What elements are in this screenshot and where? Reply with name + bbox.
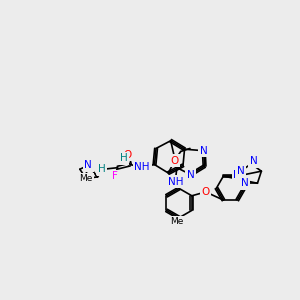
Text: Me: Me xyxy=(79,174,93,183)
Text: Me: Me xyxy=(170,217,184,226)
Text: F: F xyxy=(112,171,117,181)
Text: O: O xyxy=(202,187,210,197)
Text: N: N xyxy=(250,156,257,167)
Text: NH: NH xyxy=(168,176,183,187)
Text: H: H xyxy=(98,164,105,174)
Text: N: N xyxy=(241,178,249,188)
Text: N: N xyxy=(200,146,208,156)
Text: N: N xyxy=(187,169,195,180)
Text: N: N xyxy=(237,166,245,176)
Text: NH: NH xyxy=(134,162,150,172)
Text: O: O xyxy=(123,150,132,160)
Text: H: H xyxy=(120,153,128,164)
Text: O: O xyxy=(170,156,179,166)
Text: N: N xyxy=(84,160,92,170)
Text: N: N xyxy=(233,169,241,179)
